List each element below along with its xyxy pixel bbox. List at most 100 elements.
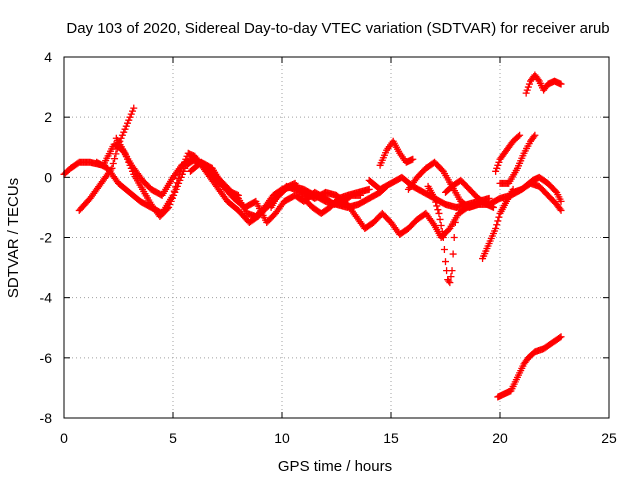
- data-point: [495, 158, 503, 166]
- data-point: [492, 224, 500, 232]
- data-point: [124, 155, 132, 163]
- data-point: [122, 152, 130, 160]
- y-tick-label: 2: [44, 109, 52, 125]
- axis-ticks: 0 5 10 15 20 25 -8 -6 -4 -2 0 2 4: [40, 49, 617, 446]
- x-tick-label: 0: [60, 430, 68, 446]
- data-point: [176, 176, 184, 184]
- data-point: [168, 194, 176, 202]
- data-point: [121, 149, 129, 157]
- y-tick-label: 0: [44, 169, 52, 185]
- data-point: [485, 194, 493, 202]
- series-arc-a: [60, 140, 391, 220]
- data-point: [130, 104, 138, 112]
- data-point: [433, 202, 441, 210]
- data-point: [129, 107, 137, 115]
- data-point: [109, 159, 117, 167]
- data-point: [531, 131, 539, 139]
- data-point: [431, 194, 439, 202]
- data-point: [127, 110, 135, 118]
- data-point: [112, 150, 120, 158]
- data-point: [432, 198, 440, 206]
- x-tick-label: 25: [601, 430, 617, 446]
- data-point: [516, 131, 524, 139]
- data-point: [452, 203, 460, 211]
- data-point: [474, 200, 482, 208]
- y-tick-label: -8: [40, 410, 53, 426]
- data-point: [446, 279, 454, 287]
- data-point: [163, 205, 171, 213]
- data-point: [171, 188, 179, 196]
- data-point: [409, 155, 417, 163]
- data-point: [495, 213, 503, 221]
- series-arc-c: [93, 149, 373, 226]
- data-point: [127, 164, 135, 172]
- data-point: [125, 116, 133, 124]
- data-point: [118, 131, 126, 139]
- y-tick-label: -6: [40, 350, 53, 366]
- data-point: [437, 221, 445, 229]
- data-point: [524, 83, 532, 91]
- data-point: [166, 200, 174, 208]
- series-arc-m: [492, 131, 524, 175]
- series-arc-i: [404, 158, 482, 211]
- plot-frame: [63, 56, 610, 419]
- data-point: [180, 167, 188, 175]
- y-tick-label: -4: [40, 290, 53, 306]
- data-point: [234, 191, 242, 199]
- data-point: [173, 182, 181, 190]
- x-axis-label: GPS time / hours: [278, 458, 392, 475]
- x-tick-label: 5: [169, 430, 177, 446]
- data-point: [440, 246, 448, 254]
- data-point: [125, 158, 133, 166]
- series-arc-l: [479, 185, 517, 263]
- y-tick-label: -2: [40, 230, 53, 246]
- series-arc-g: [376, 137, 417, 169]
- data-point: [124, 119, 132, 127]
- data-point: [492, 167, 500, 175]
- series-arc-k: [442, 176, 497, 211]
- data-point: [181, 164, 189, 172]
- data-point: [494, 217, 502, 225]
- data-point: [365, 185, 373, 193]
- data-point: [557, 197, 565, 205]
- data-point: [449, 250, 457, 258]
- data-point: [434, 206, 442, 214]
- data-point: [111, 155, 119, 163]
- series-arc-o: [509, 179, 565, 214]
- data-point: [493, 164, 501, 172]
- data-point: [126, 113, 134, 121]
- data-point: [182, 155, 190, 163]
- data-point: [175, 179, 183, 187]
- series-arc-p: [522, 71, 565, 97]
- data-point: [167, 197, 175, 205]
- grid-lines: [64, 57, 609, 418]
- data-point: [126, 161, 134, 169]
- data-point: [556, 205, 564, 213]
- data-point: [514, 132, 522, 140]
- chart-title: Day 103 of 2020, Sidereal Day-to-day VTE…: [66, 20, 609, 37]
- data-point: [448, 267, 456, 275]
- data-point: [493, 221, 501, 229]
- x-tick-label: 10: [274, 430, 290, 446]
- data-point: [556, 334, 564, 342]
- data-point: [445, 277, 453, 285]
- data-point: [489, 203, 497, 211]
- series-arc-b: [75, 104, 138, 214]
- data-point: [356, 191, 364, 199]
- data-point: [178, 170, 186, 178]
- data-point: [442, 258, 449, 266]
- data-point: [450, 234, 458, 241]
- data-point: [451, 218, 459, 226]
- data-point: [177, 173, 185, 181]
- data-point: [122, 122, 130, 130]
- data-point: [120, 128, 128, 136]
- data-point: [438, 227, 446, 235]
- series-arc-j: [424, 182, 460, 287]
- data-point: [121, 125, 129, 133]
- data-point: [525, 80, 533, 88]
- data-point: [557, 80, 565, 88]
- data-point: [551, 187, 559, 195]
- x-tick-label: 15: [383, 430, 399, 446]
- data-point: [129, 167, 137, 175]
- data-point: [165, 203, 173, 211]
